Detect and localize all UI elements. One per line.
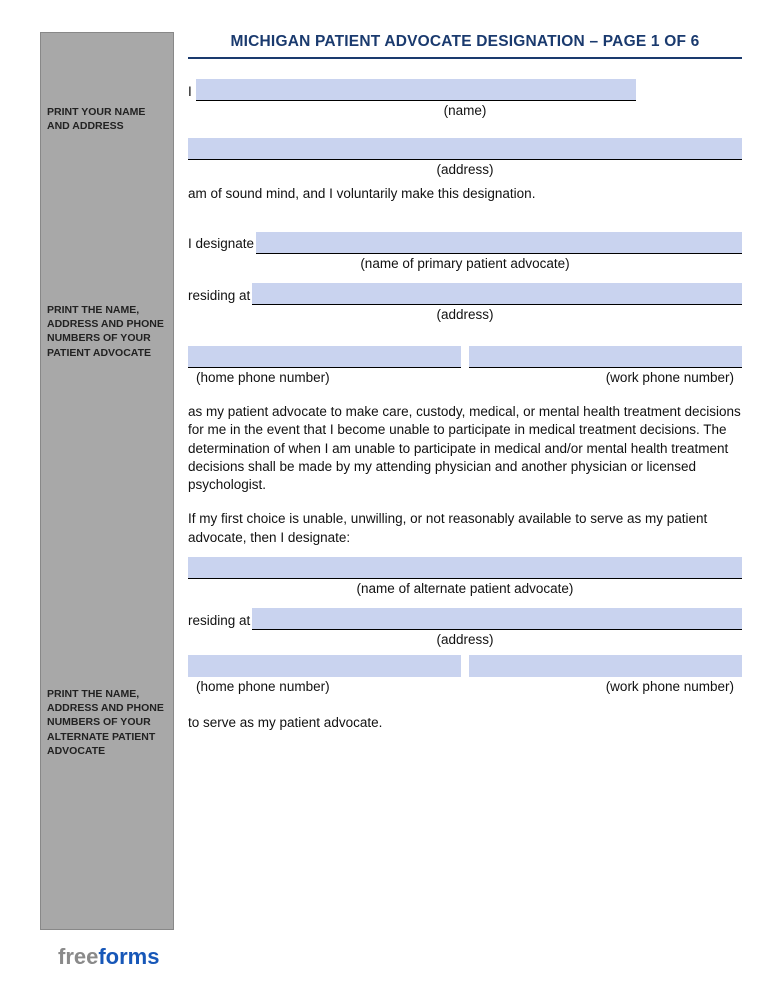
input-alternate-work-phone[interactable]	[469, 655, 742, 677]
input-alternate-home-phone[interactable]	[188, 655, 461, 677]
sidebar-label-alternate: PRINT THE NAME, ADDRESS AND PHONE NUMBER…	[47, 687, 167, 758]
form-content: MICHIGAN PATIENT ADVOCATE DESIGNATION – …	[174, 32, 744, 930]
name-block: I (name)	[188, 79, 742, 120]
caption-alternate-address: (address)	[188, 631, 742, 649]
sidebar: PRINT YOUR NAME AND ADDRESS PRINT THE NA…	[40, 32, 174, 930]
text-to-serve: to serve as my patient advocate.	[188, 714, 742, 732]
caption-work-phone: (work phone number)	[469, 369, 742, 387]
page-title: MICHIGAN PATIENT ADVOCATE DESIGNATION – …	[188, 32, 742, 59]
caption-home-phone: (home phone number)	[188, 369, 461, 387]
input-primary-address[interactable]	[252, 283, 742, 305]
text-sound-mind: am of sound mind, and I voluntarily make…	[188, 185, 742, 203]
text-residing-at-2: residing at	[188, 612, 250, 630]
logo: freeforms	[58, 944, 159, 970]
primary-home-phone-col: (home phone number)	[188, 346, 461, 387]
primary-phone-row: (home phone number) (work phone number)	[188, 346, 742, 387]
text-i: I	[188, 83, 192, 101]
input-primary-work-phone[interactable]	[469, 346, 742, 368]
alternate-home-phone-col: (home phone number)	[188, 655, 461, 696]
alternate-work-phone-col: (work phone number)	[469, 655, 742, 696]
paragraph-1: as my patient advocate to make care, cus…	[188, 403, 742, 494]
designate-block: I designate (name of primary patient adv…	[188, 232, 742, 273]
page-container: PRINT YOUR NAME AND ADDRESS PRINT THE NA…	[0, 0, 768, 930]
paragraph-2: If my first choice is unable, unwilling,…	[188, 510, 742, 546]
residing-block: residing at (address)	[188, 283, 742, 324]
logo-part-free: free	[58, 944, 98, 969]
caption-alternate-name: (name of alternate patient advocate)	[188, 580, 742, 598]
input-primary-home-phone[interactable]	[188, 346, 461, 368]
text-residing-at: residing at	[188, 287, 250, 305]
input-alternate-address[interactable]	[252, 608, 742, 630]
logo-part-forms: forms	[98, 944, 159, 969]
address-block: (address)	[188, 138, 742, 179]
input-alternate-name[interactable]	[188, 557, 742, 579]
input-primary-name[interactable]	[256, 232, 742, 254]
caption-name: (name)	[188, 102, 742, 120]
text-i-designate: I designate	[188, 235, 254, 253]
input-address[interactable]	[188, 138, 742, 160]
alternate-residing-block: residing at (address)	[188, 608, 742, 649]
caption-alt-home-phone: (home phone number)	[188, 678, 461, 696]
sidebar-label-name-address: PRINT YOUR NAME AND ADDRESS	[47, 105, 167, 133]
input-name[interactable]	[196, 79, 636, 101]
caption-primary-address: (address)	[188, 306, 742, 324]
sidebar-label-advocate: PRINT THE NAME, ADDRESS AND PHONE NUMBER…	[47, 303, 167, 360]
caption-address: (address)	[188, 161, 742, 179]
primary-work-phone-col: (work phone number)	[469, 346, 742, 387]
caption-primary-name: (name of primary patient advocate)	[188, 255, 742, 273]
caption-alt-work-phone: (work phone number)	[469, 678, 742, 696]
alternate-phone-row: (home phone number) (work phone number)	[188, 655, 742, 696]
alternate-name-block: (name of alternate patient advocate)	[188, 557, 742, 598]
